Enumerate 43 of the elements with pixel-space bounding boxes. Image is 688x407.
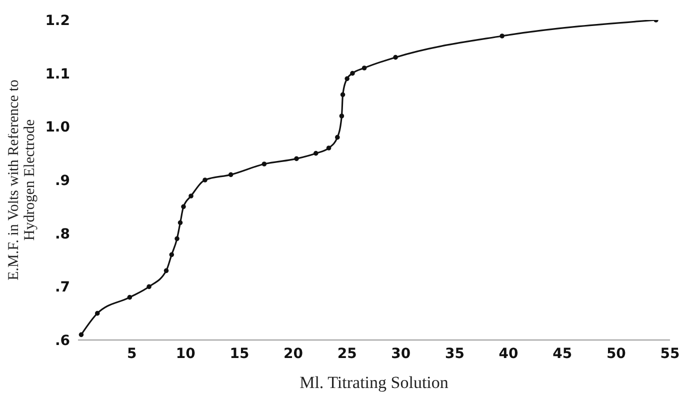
x-tick-label: 55 bbox=[660, 346, 680, 362]
point bbox=[335, 134, 340, 140]
point bbox=[326, 146, 332, 150]
x-tick-label: 45 bbox=[552, 346, 572, 362]
x-tick-label: 50 bbox=[606, 346, 626, 362]
point bbox=[178, 220, 183, 226]
point bbox=[169, 252, 174, 258]
point bbox=[174, 236, 180, 242]
point bbox=[339, 114, 344, 118]
point bbox=[393, 54, 398, 60]
point bbox=[350, 70, 355, 76]
y-tick-label: .9 bbox=[54, 172, 70, 189]
point bbox=[344, 76, 350, 82]
x-tick-label: 40 bbox=[498, 346, 519, 362]
point bbox=[340, 92, 346, 98]
x-tick-label: 30 bbox=[391, 346, 411, 362]
point bbox=[146, 284, 152, 290]
y-tick-label: .8 bbox=[54, 226, 70, 242]
point bbox=[202, 178, 208, 182]
y-tick-label: .7 bbox=[54, 280, 70, 296]
y-tick-label: 1.1 bbox=[45, 66, 70, 82]
x-tick-label: 10 bbox=[176, 346, 196, 362]
point bbox=[362, 66, 367, 70]
point bbox=[78, 332, 84, 338]
point bbox=[228, 172, 234, 178]
point bbox=[500, 34, 504, 38]
x-tick-label: 15 bbox=[230, 346, 250, 362]
point bbox=[164, 268, 169, 274]
point bbox=[94, 310, 100, 316]
point bbox=[127, 294, 132, 300]
point bbox=[181, 204, 186, 210]
x-tick-label: 5 bbox=[126, 346, 137, 362]
y-tick-label: .6 bbox=[54, 332, 70, 349]
point bbox=[294, 156, 299, 162]
x-tick-label: 25 bbox=[337, 346, 357, 362]
x-axis-title: Ml. Titrating Solution bbox=[300, 373, 449, 392]
x-tick-label: 20 bbox=[284, 346, 304, 362]
x-tick-label: 35 bbox=[444, 346, 464, 362]
point bbox=[188, 194, 194, 198]
point bbox=[313, 150, 318, 156]
point bbox=[262, 162, 267, 166]
y-tick-label: 1.2 bbox=[45, 12, 70, 29]
y-tick-label: 1.0 bbox=[45, 120, 70, 136]
